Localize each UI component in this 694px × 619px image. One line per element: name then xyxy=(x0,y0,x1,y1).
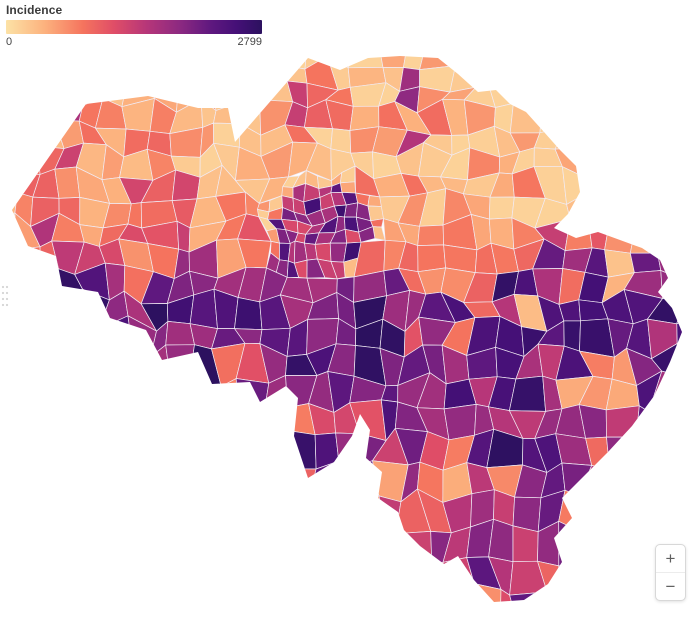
municipality-cell[interactable] xyxy=(165,344,195,383)
municipality-cell[interactable] xyxy=(635,405,653,438)
drag-handle-icon[interactable] xyxy=(0,283,10,314)
municipality-cell[interactable] xyxy=(512,525,539,563)
municipality-cell[interactable] xyxy=(280,430,317,470)
municipality-cell[interactable] xyxy=(629,252,662,273)
municipality-cell[interactable] xyxy=(378,42,408,68)
municipality-cell[interactable] xyxy=(347,42,384,69)
municipality-cell[interactable] xyxy=(395,531,433,565)
municipality-cell[interactable] xyxy=(212,89,249,111)
municipality-cell[interactable] xyxy=(443,404,477,441)
municipality-cell[interactable] xyxy=(419,47,456,70)
municipality-cell[interactable] xyxy=(286,260,299,278)
municipality-cell[interactable] xyxy=(280,468,317,495)
municipality-cell[interactable] xyxy=(509,103,543,134)
municipality-cell[interactable] xyxy=(330,261,346,280)
municipality-cell[interactable] xyxy=(335,432,360,469)
municipality-cell[interactable] xyxy=(378,495,402,535)
municipality-cell[interactable] xyxy=(562,166,586,205)
municipality-cell[interactable] xyxy=(6,145,41,175)
municipality-cell[interactable] xyxy=(32,168,60,199)
legend-scale-labels: 0 2799 xyxy=(6,36,262,48)
zoom-in-button[interactable]: + xyxy=(656,545,685,572)
municipality-cell[interactable] xyxy=(499,589,517,614)
municipality-cell[interactable] xyxy=(349,460,380,497)
municipality-cell[interactable] xyxy=(676,319,694,358)
municipality-cell[interactable] xyxy=(349,399,387,441)
municipality-cell[interactable] xyxy=(349,105,380,131)
minus-icon: − xyxy=(665,577,676,596)
municipality-cell[interactable] xyxy=(558,520,588,567)
plus-icon: + xyxy=(665,549,676,568)
grip-dots xyxy=(1,285,9,307)
municipality-cell[interactable] xyxy=(629,219,658,254)
incidence-legend: Incidence 0 2799 xyxy=(6,3,262,48)
municipality-cell[interactable] xyxy=(660,270,683,301)
zoom-out-button[interactable]: − xyxy=(656,573,685,600)
municipality-cell[interactable] xyxy=(98,315,133,351)
legend-max-label: 2799 xyxy=(237,36,262,48)
municipality-cell[interactable] xyxy=(676,288,694,325)
municipality-cell[interactable] xyxy=(554,126,585,150)
legend-min-label: 0 xyxy=(6,36,13,48)
municipality-cell[interactable] xyxy=(604,249,635,278)
municipality-cell[interactable] xyxy=(339,181,356,194)
municipality-cell[interactable] xyxy=(235,378,270,408)
municipality-cell[interactable] xyxy=(417,224,444,246)
municipality-cell[interactable] xyxy=(676,343,694,378)
municipality-cell[interactable] xyxy=(6,246,41,277)
municipality-cell[interactable] xyxy=(605,405,640,438)
municipality-cell[interactable] xyxy=(198,88,217,111)
municipality-cell[interactable] xyxy=(306,258,326,279)
zoom-controls-divider xyxy=(656,572,685,573)
zoom-controls: + − xyxy=(655,544,686,601)
municipality-cell[interactable] xyxy=(539,106,566,134)
municipality-cell[interactable] xyxy=(557,562,588,597)
legend-gradient-bar xyxy=(6,20,262,34)
municipality-cell[interactable] xyxy=(509,591,549,614)
municipality-cell[interactable] xyxy=(417,244,446,273)
municipality-cell[interactable] xyxy=(0,212,18,254)
municipality-cell[interactable] xyxy=(564,213,593,251)
municipality-cell[interactable] xyxy=(213,98,249,124)
municipality-cell[interactable] xyxy=(52,288,83,331)
municipality-cell[interactable] xyxy=(606,436,639,471)
municipality-cell[interactable] xyxy=(234,297,263,330)
municipality-cell[interactable] xyxy=(282,40,308,70)
legend-title: Incidence xyxy=(6,3,63,17)
municipality-cell[interactable] xyxy=(189,288,218,329)
municipality-cell[interactable] xyxy=(358,226,376,243)
municipality-cell[interactable] xyxy=(38,268,59,295)
municipality-cell[interactable] xyxy=(54,166,81,199)
municipality-cell[interactable] xyxy=(34,119,65,149)
municipality-cell[interactable] xyxy=(54,100,84,122)
municipality-cell[interactable] xyxy=(326,39,355,69)
municipality-cell[interactable] xyxy=(314,432,340,470)
municipality-cell[interactable] xyxy=(488,196,515,220)
municipality-cell[interactable] xyxy=(422,561,448,587)
